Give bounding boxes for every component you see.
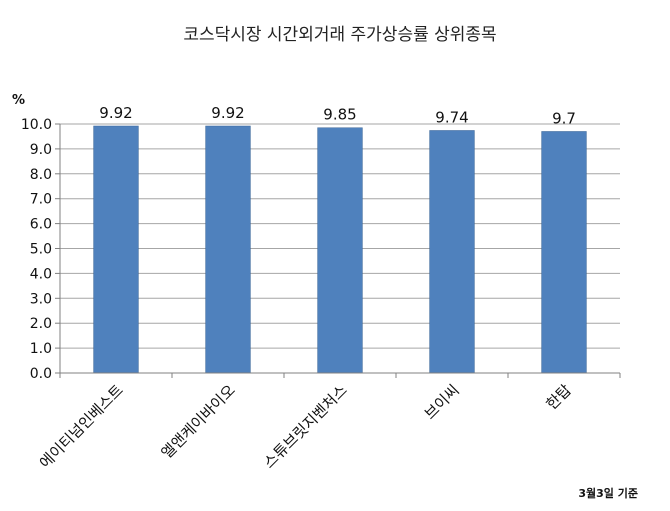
- y-tick-label: 5.0: [30, 242, 52, 258]
- data-label-2: 9.92: [211, 104, 244, 122]
- category-label-5: 한탑: [543, 381, 575, 413]
- y-tick-label: 6.0: [30, 217, 52, 233]
- data-label-1: 9.92: [99, 104, 132, 122]
- y-tick-label: 10.0: [21, 117, 52, 133]
- y-tick-label: 1.0: [30, 341, 52, 357]
- bar-2: [205, 125, 251, 374]
- category-label-1: 에이티넘인베스트: [36, 381, 127, 472]
- y-tick-label: 4.0: [30, 266, 52, 282]
- category-label-2: 엘앤케이바이오: [158, 381, 239, 462]
- data-label-4: 9.74: [435, 108, 468, 126]
- y-axis-unit: %: [12, 93, 25, 108]
- data-label-3: 9.85: [323, 106, 356, 124]
- bar-1: [93, 125, 139, 374]
- category-label-3: 스튜브릿지벤처스: [260, 381, 351, 472]
- y-tick-label: 3.0: [30, 291, 52, 307]
- bar-3: [317, 127, 363, 374]
- chart-title: 코스닥시장 시간외거래 주가상승률 상위종목: [183, 25, 496, 45]
- bar-5: [541, 131, 587, 374]
- category-label-4: 브이씨: [421, 381, 463, 423]
- bars: [93, 125, 587, 374]
- bar-4: [429, 130, 475, 374]
- y-tick-label: 2.0: [30, 316, 52, 332]
- y-tick-label: 7.0: [30, 192, 52, 208]
- footnote: 3월3일 기준: [578, 486, 638, 500]
- y-tick-label: 0.0: [30, 366, 52, 382]
- data-label-5: 9.7: [552, 109, 576, 127]
- y-tick-label: 9.0: [30, 142, 52, 158]
- y-tick-label: 8.0: [30, 167, 52, 183]
- axes: [55, 123, 621, 378]
